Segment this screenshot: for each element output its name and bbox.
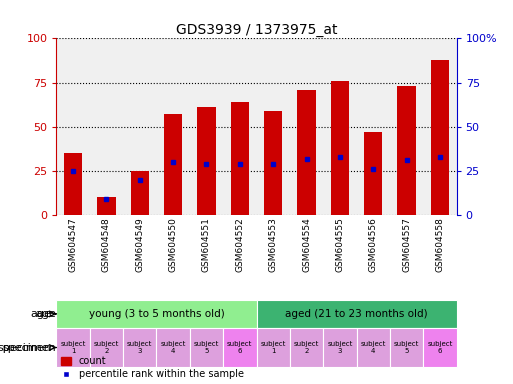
Bar xyxy=(256,328,290,367)
Text: GSM604551: GSM604551 xyxy=(202,218,211,273)
Bar xyxy=(131,171,149,215)
Bar xyxy=(97,197,115,215)
Text: GSM604547: GSM604547 xyxy=(69,218,77,272)
Bar xyxy=(90,328,123,367)
Text: subject
1: subject 1 xyxy=(61,341,86,354)
Text: age: age xyxy=(35,309,56,319)
Bar xyxy=(431,60,449,215)
Text: subject
1: subject 1 xyxy=(261,341,286,354)
Bar xyxy=(264,111,282,215)
Bar xyxy=(323,328,357,367)
Bar xyxy=(398,86,416,215)
Text: subject
6: subject 6 xyxy=(227,341,252,354)
Text: GSM604556: GSM604556 xyxy=(369,218,378,273)
Bar xyxy=(298,89,315,215)
Text: subject
5: subject 5 xyxy=(194,341,219,354)
Text: subject
3: subject 3 xyxy=(327,341,352,354)
Text: GSM604558: GSM604558 xyxy=(436,218,444,273)
Text: subject
5: subject 5 xyxy=(394,341,419,354)
Text: GSM604549: GSM604549 xyxy=(135,218,144,272)
Text: GSM604552: GSM604552 xyxy=(235,218,244,272)
Bar xyxy=(290,328,323,367)
Text: specimen: specimen xyxy=(2,343,56,353)
Text: GSM604557: GSM604557 xyxy=(402,218,411,273)
Bar xyxy=(364,132,382,215)
Bar xyxy=(390,328,423,367)
Text: aged (21 to 23 months old): aged (21 to 23 months old) xyxy=(285,309,428,319)
Bar xyxy=(331,81,349,215)
Text: subject
6: subject 6 xyxy=(427,341,452,354)
Bar xyxy=(256,300,457,328)
Bar xyxy=(198,107,215,215)
Bar xyxy=(423,328,457,367)
Text: GSM604548: GSM604548 xyxy=(102,218,111,272)
Text: GSM604550: GSM604550 xyxy=(169,218,177,273)
Bar xyxy=(123,328,156,367)
Text: subject
2: subject 2 xyxy=(94,341,119,354)
Bar xyxy=(231,102,249,215)
Text: subject
3: subject 3 xyxy=(127,341,152,354)
Text: subject
4: subject 4 xyxy=(161,341,186,354)
Bar xyxy=(190,328,223,367)
Title: GDS3939 / 1373975_at: GDS3939 / 1373975_at xyxy=(176,23,337,37)
Text: subject
4: subject 4 xyxy=(361,341,386,354)
Bar xyxy=(56,300,256,328)
Bar xyxy=(357,328,390,367)
Bar xyxy=(64,153,82,215)
Bar xyxy=(223,328,256,367)
Text: GSM604553: GSM604553 xyxy=(269,218,278,273)
Bar xyxy=(164,114,182,215)
Text: subject
2: subject 2 xyxy=(294,341,319,354)
Bar xyxy=(156,328,190,367)
Bar xyxy=(56,328,90,367)
Text: specimen: specimen xyxy=(0,343,51,353)
Legend: count, percentile rank within the sample: count, percentile rank within the sample xyxy=(61,356,244,379)
Text: age: age xyxy=(30,309,51,319)
Text: young (3 to 5 months old): young (3 to 5 months old) xyxy=(89,309,224,319)
Text: GSM604555: GSM604555 xyxy=(336,218,344,273)
Text: GSM604554: GSM604554 xyxy=(302,218,311,272)
